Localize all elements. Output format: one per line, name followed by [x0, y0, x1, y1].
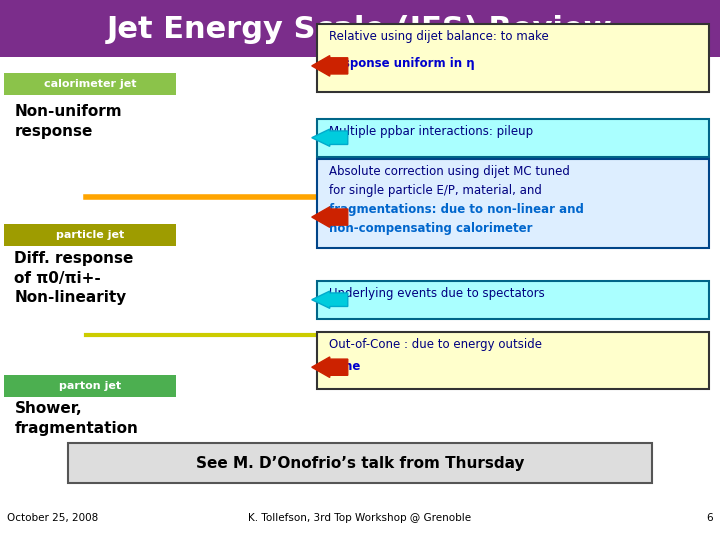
Text: Absolute correction using dijet MC tuned: Absolute correction using dijet MC tuned — [329, 165, 570, 178]
Text: fragmentations: due to non-linear and: fragmentations: due to non-linear and — [329, 203, 584, 216]
FancyBboxPatch shape — [317, 159, 709, 248]
Text: Shower,
fragmentation: Shower, fragmentation — [14, 401, 138, 436]
FancyBboxPatch shape — [0, 57, 720, 489]
FancyBboxPatch shape — [4, 375, 176, 397]
Text: Diff. response
of π0/πi+-
Non-linearity: Diff. response of π0/πi+- Non-linearity — [14, 251, 134, 306]
Text: for single particle E/P, material, and: for single particle E/P, material, and — [329, 184, 542, 197]
Text: particle jet: particle jet — [56, 230, 124, 240]
Text: parton jet: parton jet — [59, 381, 121, 391]
Text: October 25, 2008: October 25, 2008 — [7, 514, 99, 523]
FancyBboxPatch shape — [317, 24, 709, 92]
FancyArrow shape — [312, 56, 348, 76]
Text: Out-of-Cone : due to energy outside: Out-of-Cone : due to energy outside — [329, 338, 542, 351]
Text: Multiple ppbar interactions: pileup: Multiple ppbar interactions: pileup — [329, 125, 534, 138]
FancyArrow shape — [312, 129, 348, 146]
FancyBboxPatch shape — [317, 281, 709, 319]
Text: K. Tollefson, 3rd Top Workshop @ Grenoble: K. Tollefson, 3rd Top Workshop @ Grenobl… — [248, 514, 472, 523]
Text: non-compensating calorimeter: non-compensating calorimeter — [329, 222, 533, 235]
Text: calorimeter jet: calorimeter jet — [44, 79, 136, 89]
FancyBboxPatch shape — [0, 0, 720, 57]
FancyArrow shape — [312, 207, 348, 227]
Text: cone: cone — [329, 360, 361, 373]
Text: 6: 6 — [706, 514, 713, 523]
FancyBboxPatch shape — [317, 332, 709, 389]
Text: See M. D’Onofrio’s talk from Thursday: See M. D’Onofrio’s talk from Thursday — [196, 456, 524, 470]
Text: Underlying events due to spectators: Underlying events due to spectators — [329, 287, 545, 300]
FancyArrow shape — [312, 291, 348, 308]
FancyArrow shape — [312, 357, 348, 377]
FancyBboxPatch shape — [4, 73, 176, 94]
Text: Jet Energy Scale (JES) Review: Jet Energy Scale (JES) Review — [107, 15, 613, 44]
FancyBboxPatch shape — [4, 224, 176, 246]
FancyBboxPatch shape — [68, 443, 652, 483]
Text: Non-uniform
response: Non-uniform response — [14, 104, 122, 139]
Text: response uniform in η: response uniform in η — [329, 57, 474, 70]
FancyBboxPatch shape — [317, 119, 709, 157]
Text: Relative using dijet balance: to make: Relative using dijet balance: to make — [329, 30, 549, 43]
